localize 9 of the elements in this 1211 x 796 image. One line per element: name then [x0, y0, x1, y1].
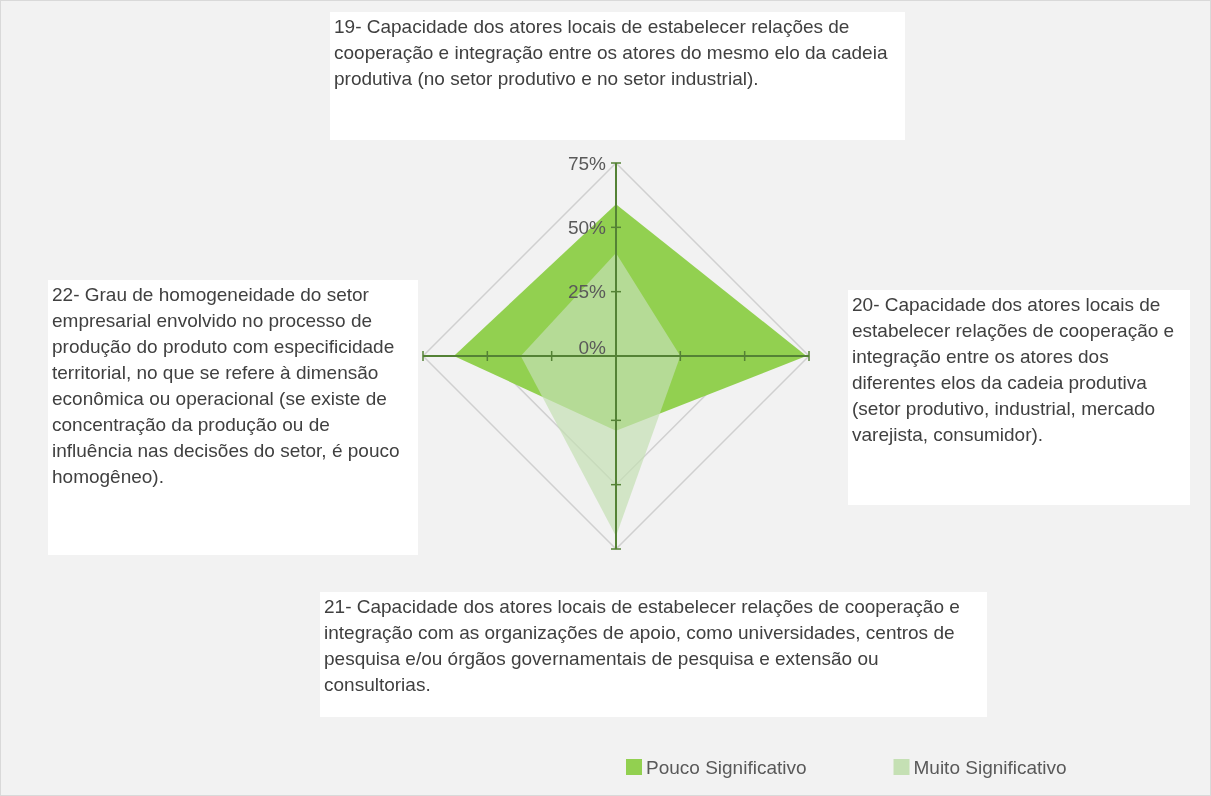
legend-label: Pouco Significativo	[646, 756, 807, 778]
spoke-label: 19- Capacidade dos atores locais de estabelecer relações de cooperação e integração entre os atores do mesmo elo da cadeia produtiva (no setor produtivo e no setor industrial).	[330, 12, 905, 140]
spoke-label: 22- Grau de homogeneidade do setor empresarial envolvido no processo de produção do produto com especificidade territorial, no que se refere à dimensão econômica ou operacional (se existe de concentração da produção ou de influência nas decisões do setor, é pouco homogêneo).	[48, 280, 418, 555]
y-tick-label: 25%	[567, 281, 607, 303]
y-tick-label: 0%	[578, 336, 607, 358]
spoke-label: 21- Capacidade dos atores locais de estabelecer relações de cooperação e integração com as organizações de apoio, como universidades, centros de pesquisa e/ou órgãos governamentais de pesquisa e extensão ou consultorias.	[320, 592, 987, 717]
y-tick-label: 75%	[567, 152, 607, 174]
legend-label: Muito Significativo	[913, 756, 1067, 778]
spoke-label: 20- Capacidade dos atores locais de estabelecer relações de cooperação e integração entre os atores dos diferentes elos da cadeia produtiva (setor produtivo, industrial, mercado varejista, consumidor).	[848, 290, 1190, 505]
